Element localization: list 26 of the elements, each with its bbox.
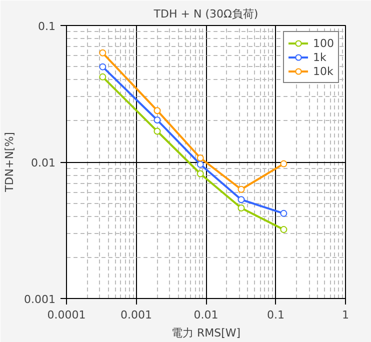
point — [154, 107, 161, 114]
point — [238, 204, 245, 212]
point — [280, 160, 288, 168]
y-axis-title: TDN+N[%] — [3, 132, 16, 193]
point — [238, 186, 245, 193]
point — [238, 196, 245, 204]
point — [196, 170, 204, 178]
x-tick-label: 0.0001 — [47, 308, 86, 322]
x-axis-title: 電力 RMS[W] — [171, 326, 241, 340]
point — [154, 116, 161, 124]
x-tick-label: 0.01 — [194, 308, 218, 322]
y-tick-label: 0.001 — [24, 293, 56, 306]
chart-title: TDH + N (30Ω負荷) — [152, 8, 258, 20]
y-tick-label: 0.1 — [38, 20, 56, 33]
point — [280, 210, 288, 217]
x-tick-label: 1 — [342, 308, 349, 322]
point — [154, 128, 161, 135]
x-tick-label: 0.001 — [120, 308, 152, 322]
y-tick-label: 0.01 — [31, 156, 56, 170]
point — [196, 154, 204, 162]
legend-label: 100 — [313, 36, 334, 50]
point — [280, 226, 288, 234]
point — [196, 160, 204, 168]
x-tick-label: 0.1 — [267, 308, 285, 322]
legend-label: 10k — [313, 64, 334, 78]
legend-label: 1k — [313, 50, 328, 64]
